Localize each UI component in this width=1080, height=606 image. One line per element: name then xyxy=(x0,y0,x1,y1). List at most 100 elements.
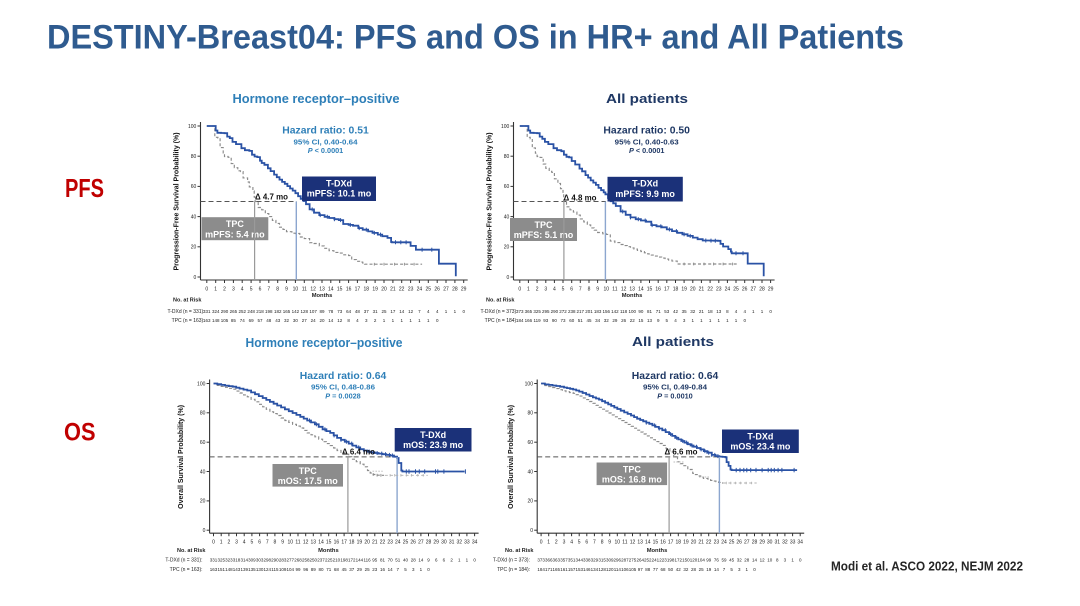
svg-text:3: 3 xyxy=(412,567,415,572)
svg-text:21: 21 xyxy=(390,286,396,292)
svg-text:13: 13 xyxy=(311,540,317,546)
svg-text:7: 7 xyxy=(593,540,596,546)
svg-text:3: 3 xyxy=(232,286,235,292)
svg-text:17: 17 xyxy=(341,540,347,546)
svg-text:Progression-Free Survival Prob: Progression-Free Survival Probability (%… xyxy=(487,132,494,270)
svg-text:14: 14 xyxy=(418,558,424,563)
svg-text:8: 8 xyxy=(776,558,779,563)
svg-text:0: 0 xyxy=(530,528,533,534)
svg-text:Δ 6.4 mo: Δ 6.4 mo xyxy=(342,448,375,457)
svg-text:All patients: All patients xyxy=(606,91,688,106)
svg-text:No. at Risk: No. at Risk xyxy=(173,298,202,304)
svg-text:Hormone receptor–positive: Hormone receptor–positive xyxy=(246,335,403,350)
svg-text:4: 4 xyxy=(243,540,246,546)
svg-text:T-DXd: T-DXd xyxy=(632,179,658,189)
svg-text:Overall Survival Probability (: Overall Survival Probability (%) xyxy=(178,405,185,509)
svg-text:172: 172 xyxy=(348,558,356,563)
svg-text:12: 12 xyxy=(303,540,309,546)
svg-text:157: 157 xyxy=(568,567,576,572)
svg-text:Progression-Free Survival Prob: Progression-Free Survival Probability (%… xyxy=(174,132,181,270)
svg-text:18: 18 xyxy=(676,540,682,546)
svg-text:1: 1 xyxy=(700,318,703,323)
svg-text:Months: Months xyxy=(622,293,643,299)
svg-text:31: 31 xyxy=(449,540,455,546)
svg-text:165: 165 xyxy=(553,567,561,572)
svg-text:T-DXd (n = 373):: T-DXd (n = 373): xyxy=(493,558,530,564)
svg-text:4: 4 xyxy=(570,540,573,546)
svg-text:30: 30 xyxy=(293,318,299,323)
svg-text:2: 2 xyxy=(450,558,453,563)
svg-text:13: 13 xyxy=(319,286,325,292)
svg-text:15: 15 xyxy=(653,540,659,546)
svg-text:298: 298 xyxy=(264,558,272,563)
svg-text:151: 151 xyxy=(217,567,225,572)
svg-text:21: 21 xyxy=(698,540,704,546)
svg-text:5: 5 xyxy=(562,286,565,292)
svg-text:Months: Months xyxy=(318,548,339,554)
svg-text:60: 60 xyxy=(200,440,206,446)
svg-text:90: 90 xyxy=(552,318,558,323)
svg-text:TPC: TPC xyxy=(535,220,554,230)
svg-text:252: 252 xyxy=(238,309,246,314)
svg-text:95% CI, 0.48-0.86: 95% CI, 0.48-0.86 xyxy=(311,383,375,392)
svg-text:15: 15 xyxy=(337,286,343,292)
svg-text:42: 42 xyxy=(676,567,682,572)
svg-text:2: 2 xyxy=(536,286,539,292)
svg-text:95% CI, 0.40-0.64: 95% CI, 0.40-0.64 xyxy=(294,138,359,147)
svg-text:20: 20 xyxy=(527,499,533,505)
svg-text:88: 88 xyxy=(645,567,651,572)
svg-text:7: 7 xyxy=(266,540,269,546)
svg-text:mPFS: 5.4 mo: mPFS: 5.4 mo xyxy=(205,229,265,239)
svg-text:4: 4 xyxy=(436,309,439,314)
svg-text:1: 1 xyxy=(427,318,430,323)
svg-text:21: 21 xyxy=(699,286,705,292)
svg-text:1: 1 xyxy=(418,318,421,323)
svg-text:18: 18 xyxy=(708,309,714,314)
svg-text:4: 4 xyxy=(743,309,746,314)
svg-text:89: 89 xyxy=(319,309,325,314)
svg-text:1: 1 xyxy=(392,318,395,323)
svg-text:163: 163 xyxy=(203,318,211,323)
svg-text:7: 7 xyxy=(397,567,400,572)
svg-text:24: 24 xyxy=(721,540,727,546)
svg-text:19: 19 xyxy=(357,540,363,546)
svg-text:315: 315 xyxy=(598,558,606,563)
svg-text:97: 97 xyxy=(638,567,644,572)
svg-text:198: 198 xyxy=(667,558,675,563)
svg-text:32: 32 xyxy=(782,540,788,546)
svg-text:34: 34 xyxy=(472,540,478,546)
svg-text:69: 69 xyxy=(249,318,255,323)
svg-text:27: 27 xyxy=(302,318,308,323)
svg-text:295: 295 xyxy=(542,309,550,314)
svg-text:100: 100 xyxy=(501,124,510,130)
svg-text:0: 0 xyxy=(194,275,197,281)
svg-text:35: 35 xyxy=(682,309,688,314)
svg-text:1: 1 xyxy=(420,567,423,572)
svg-text:148: 148 xyxy=(225,567,233,572)
svg-text:9: 9 xyxy=(608,540,611,546)
svg-text:223: 223 xyxy=(659,558,667,563)
svg-text:148: 148 xyxy=(212,318,220,323)
svg-text:351: 351 xyxy=(568,558,576,563)
svg-text:0: 0 xyxy=(203,528,206,534)
svg-text:68: 68 xyxy=(334,567,340,572)
svg-text:184: 184 xyxy=(537,567,545,572)
svg-text:29: 29 xyxy=(433,540,439,546)
svg-text:142: 142 xyxy=(611,309,619,314)
svg-text:Hormone receptor–positive: Hormone receptor–positive xyxy=(233,91,400,106)
svg-text:26: 26 xyxy=(410,540,416,546)
svg-text:93: 93 xyxy=(543,318,549,323)
svg-text:10: 10 xyxy=(288,540,294,546)
svg-text:32: 32 xyxy=(690,309,696,314)
svg-text:105: 105 xyxy=(221,318,229,323)
svg-text:303: 303 xyxy=(256,558,264,563)
svg-text:71: 71 xyxy=(656,309,662,314)
svg-text:TPC (n = 163):: TPC (n = 163): xyxy=(170,567,203,573)
svg-text:22: 22 xyxy=(380,540,386,546)
svg-text:16: 16 xyxy=(660,540,666,546)
svg-text:26: 26 xyxy=(434,286,440,292)
svg-text:8: 8 xyxy=(276,286,279,292)
svg-text:290: 290 xyxy=(271,558,279,563)
svg-text:325: 325 xyxy=(533,309,541,314)
svg-text:Δ 4.7 mo: Δ 4.7 mo xyxy=(255,193,288,202)
